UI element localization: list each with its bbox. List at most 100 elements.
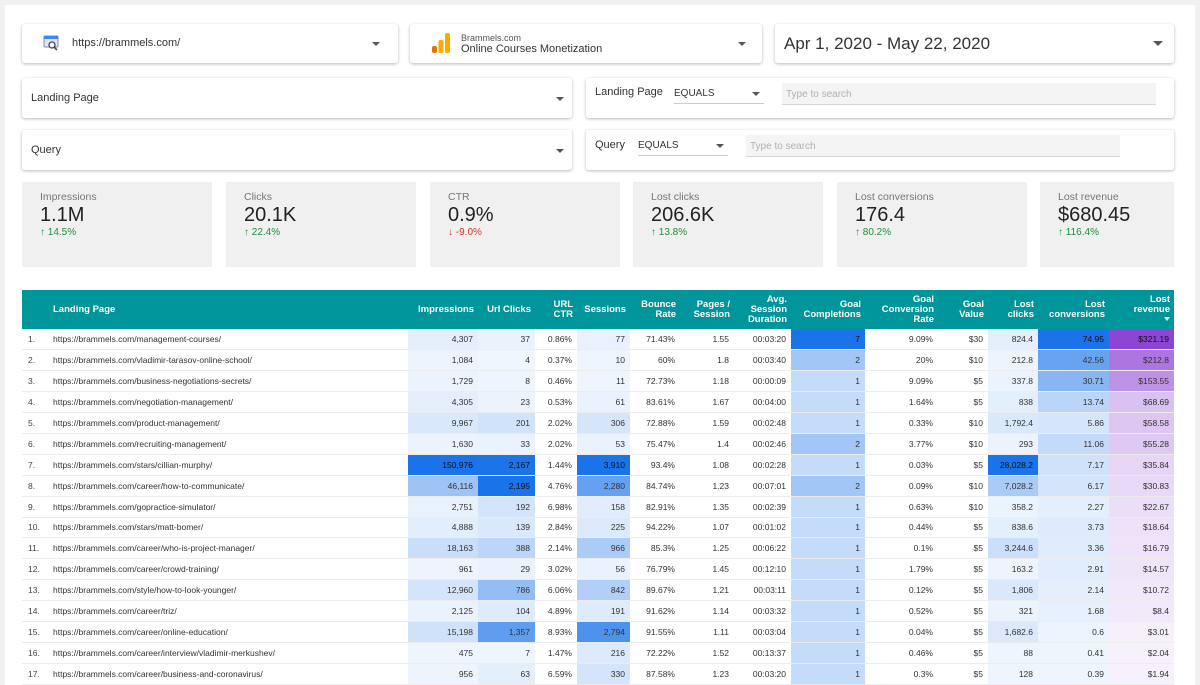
cell-lost-clicks: 824.4 bbox=[988, 329, 1038, 351]
cell-lost-conversions: 42.56 bbox=[1038, 349, 1109, 372]
scorecard-delta: ↑ 116.4% bbox=[1058, 227, 1099, 238]
cell-url-clicks: 33 bbox=[478, 433, 535, 455]
table-row[interactable]: 7. https://brammels.com/stars/cillian-mur… bbox=[22, 454, 1174, 476]
cell-lost-clicks: 28,028.2 bbox=[988, 454, 1038, 476]
cell-lost-revenue: $8.4 bbox=[1109, 600, 1174, 622]
scorecard-label: Lost clicks bbox=[651, 191, 700, 203]
column-header-landing-page[interactable]: Landing Page bbox=[48, 290, 408, 329]
cell-goal-conversion-rate: 0.33% bbox=[865, 412, 938, 434]
cell-avg-session-duration: 00:03:40 bbox=[734, 349, 791, 372]
table-row[interactable]: 1. https://brammels.com/management-course… bbox=[22, 329, 1174, 351]
cell-bounce-rate: 89.67% bbox=[630, 579, 680, 602]
row-number-cell: 1. bbox=[22, 329, 48, 351]
cell-lost-clicks: 88 bbox=[988, 642, 1038, 664]
query-dropdown-label: Query bbox=[31, 144, 61, 156]
table-row[interactable]: 14. https://brammels.com/career/triz/2,12… bbox=[22, 600, 1174, 622]
column-header-lost-revenue[interactable]: Lost revenue bbox=[1109, 290, 1174, 329]
table-row[interactable]: 6. https://brammels.com/recruiting-manage… bbox=[22, 433, 1174, 455]
row-number-cell: 4. bbox=[22, 391, 48, 414]
cell-impressions: 12,960 bbox=[408, 579, 478, 602]
cell-pages-per-session: 1.08 bbox=[680, 454, 734, 476]
chevron-down-icon bbox=[752, 92, 760, 96]
column-header-goal-value[interactable]: Goal Value bbox=[938, 290, 988, 329]
cell-lost-revenue: $22.67 bbox=[1109, 496, 1174, 518]
landing-page-cell: https://brammels.com/negotiation-managem… bbox=[48, 391, 408, 414]
cell-impressions: 4,307 bbox=[408, 329, 478, 351]
table-row[interactable]: 8. https://brammels.com/career/how-to-com… bbox=[22, 475, 1174, 497]
cell-url-clicks: 8 bbox=[478, 370, 535, 393]
chevron-down-icon[interactable] bbox=[738, 42, 746, 46]
cell-url-clicks: 192 bbox=[478, 496, 535, 518]
column-header-pages-per-session[interactable]: Pages / Session bbox=[680, 290, 734, 329]
cell-url-ctr: 2.84% bbox=[535, 517, 577, 539]
scorecard-value: 1.1M bbox=[40, 204, 85, 226]
cell-goal-value: $10 bbox=[938, 475, 988, 497]
date-range-selector[interactable]: Apr 1, 2020 - May 22, 2020 bbox=[775, 24, 1174, 63]
column-header-url-clicks[interactable]: Url Clicks bbox=[478, 290, 535, 329]
landing-page-cell: https://brammels.com/stars/cillian-murph… bbox=[48, 454, 408, 476]
table-row[interactable]: 2. https://brammels.com/vladimir-tarasov-… bbox=[22, 349, 1174, 372]
operator-value: EQUALS bbox=[638, 140, 679, 151]
table-row[interactable]: 13. https://brammels.com/style/how-to-loo… bbox=[22, 579, 1174, 602]
cell-sessions: 966 bbox=[577, 537, 630, 560]
cell-bounce-rate: 76.79% bbox=[630, 558, 680, 581]
column-header-label: Goal Completions bbox=[803, 298, 861, 320]
chevron-down-icon[interactable] bbox=[556, 149, 564, 153]
cell-goal-value: $5 bbox=[938, 537, 988, 560]
query-operator-select[interactable]: EQUALS bbox=[638, 135, 728, 156]
sort-descending-icon[interactable] bbox=[1164, 316, 1170, 321]
landing-page-cell: https://brammels.com/career/business-and… bbox=[48, 663, 408, 685]
landing-page-dropdown[interactable]: Landing Page bbox=[22, 78, 572, 118]
cell-avg-session-duration: 00:03:32 bbox=[734, 600, 791, 622]
column-header-impressions[interactable]: Impressions bbox=[408, 290, 478, 329]
table-row[interactable]: 15. https://brammels.com/career/online-ed… bbox=[22, 621, 1174, 643]
chevron-down-icon[interactable] bbox=[556, 97, 564, 101]
cell-goal-conversion-rate: 0.1% bbox=[865, 537, 938, 560]
table-row[interactable]: 17. https://brammels.com/career/business-… bbox=[22, 663, 1174, 685]
column-header-sessions[interactable]: Sessions bbox=[577, 290, 630, 329]
column-header-goal-conversion-rate[interactable]: Goal Conversion Rate bbox=[865, 290, 938, 329]
cell-url-clicks: 1,357 bbox=[478, 621, 535, 643]
table-row[interactable]: 16. https://brammels.com/career/interview… bbox=[22, 642, 1174, 664]
cell-goal-conversion-rate: 0.46% bbox=[865, 642, 938, 664]
table-row[interactable]: 11. https://brammels.com/career/who-is-pr… bbox=[22, 537, 1174, 560]
scorecard-delta-value: 80.2% bbox=[862, 227, 892, 238]
column-header-lost-clicks[interactable]: Lost clicks bbox=[988, 290, 1038, 329]
cell-goal-value: $5 bbox=[938, 579, 988, 602]
query-search-input[interactable]: Type to search bbox=[746, 135, 1120, 157]
cell-lost-revenue: $35.84 bbox=[1109, 454, 1174, 476]
column-header-lost-conversions[interactable]: Lost conversions bbox=[1038, 290, 1109, 329]
view-selector[interactable]: Brammels.com Online Courses Monetization bbox=[410, 24, 762, 63]
cell-pages-per-session: 1.07 bbox=[680, 517, 734, 539]
cell-lost-clicks: 838 bbox=[988, 391, 1038, 414]
query-dropdown[interactable]: Query bbox=[22, 130, 572, 170]
cell-url-ctr: 4.89% bbox=[535, 600, 577, 622]
cell-lost-conversions: 0.39 bbox=[1038, 663, 1109, 685]
cell-lost-revenue: $68.69 bbox=[1109, 391, 1174, 414]
cell-lost-conversions: 3.73 bbox=[1038, 517, 1109, 539]
table-row[interactable]: 3. https://brammels.com/business-negotiat… bbox=[22, 370, 1174, 393]
cell-pages-per-session: 1.23 bbox=[680, 663, 734, 685]
column-header-row-number[interactable] bbox=[22, 290, 48, 329]
table-row[interactable]: 10. https://brammels.com/stars/matt-bomer… bbox=[22, 517, 1174, 539]
chevron-down-icon[interactable] bbox=[1153, 41, 1163, 46]
cell-impressions: 961 bbox=[408, 558, 478, 581]
cell-lost-revenue: $30.83 bbox=[1109, 475, 1174, 497]
cell-pages-per-session: 1.23 bbox=[680, 475, 734, 497]
landing-page-search-input[interactable]: Type to search bbox=[782, 83, 1156, 105]
cell-url-clicks: 29 bbox=[478, 558, 535, 581]
cell-lost-revenue: $58.58 bbox=[1109, 412, 1174, 434]
column-header-avg-session-duration[interactable]: Avg. Session Duration bbox=[734, 290, 791, 329]
column-header-bounce-rate[interactable]: Bounce Rate bbox=[630, 290, 680, 329]
property-selector[interactable]: https://brammels.com/ bbox=[22, 24, 398, 63]
chevron-down-icon[interactable] bbox=[372, 42, 380, 46]
table-row[interactable]: 9. https://brammels.com/gopractice-simula… bbox=[22, 496, 1174, 518]
cell-pages-per-session: 1.52 bbox=[680, 642, 734, 664]
landing-page-operator-select[interactable]: EQUALS bbox=[674, 83, 764, 104]
table-row[interactable]: 5. https://brammels.com/product-managemen… bbox=[22, 412, 1174, 434]
column-header-goal-completions[interactable]: Goal Completions bbox=[791, 290, 865, 329]
table-row[interactable]: 12. https://brammels.com/career/crowd-tra… bbox=[22, 558, 1174, 581]
cell-impressions: 4,305 bbox=[408, 391, 478, 414]
table-row[interactable]: 4. https://brammels.com/negotiation-manag… bbox=[22, 391, 1174, 414]
column-header-url-ctr[interactable]: URL CTR bbox=[535, 290, 577, 329]
